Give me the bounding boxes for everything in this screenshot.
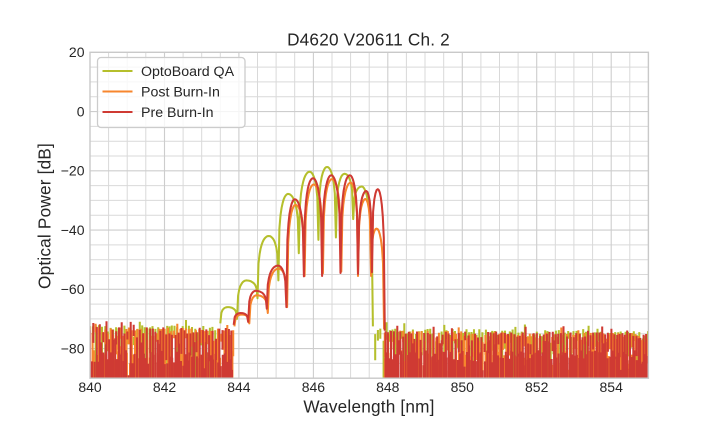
svg-text:Pre Burn-In: Pre Burn-In [141, 105, 214, 121]
svg-text:Post Burn-In: Post Burn-In [141, 84, 220, 100]
svg-text:−80: −80 [61, 341, 85, 357]
svg-text:842: 842 [153, 379, 177, 395]
svg-text:D4620 V20611 Ch. 2: D4620 V20611 Ch. 2 [287, 30, 450, 50]
svg-text:840: 840 [78, 379, 102, 395]
svg-text:844: 844 [227, 379, 251, 395]
svg-text:Optical Power [dB]: Optical Power [dB] [34, 143, 54, 289]
svg-text:−20: −20 [61, 163, 85, 179]
svg-text:−60: −60 [61, 281, 85, 297]
svg-text:850: 850 [451, 379, 475, 395]
svg-text:854: 854 [600, 379, 624, 395]
svg-text:OptoBoard QA: OptoBoard QA [141, 64, 235, 80]
svg-text:20: 20 [69, 44, 85, 60]
svg-text:0: 0 [77, 104, 85, 120]
svg-text:846: 846 [302, 379, 326, 395]
svg-text:−40: −40 [61, 222, 85, 238]
svg-text:Wavelength [nm]: Wavelength [nm] [303, 396, 434, 416]
svg-text:848: 848 [376, 379, 400, 395]
svg-text:852: 852 [525, 379, 549, 395]
